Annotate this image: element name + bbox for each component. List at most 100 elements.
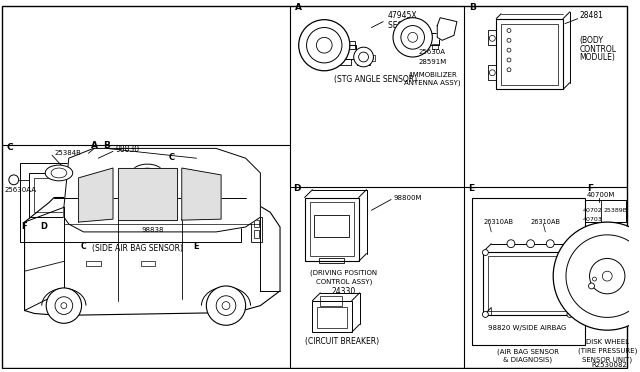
Text: F: F: [588, 184, 594, 193]
Text: 98830: 98830: [116, 145, 140, 154]
Circle shape: [9, 175, 19, 185]
Text: 25389B: 25389B: [603, 208, 627, 213]
Circle shape: [354, 47, 373, 67]
Text: DISK WHEEL: DISK WHEEL: [586, 339, 628, 345]
Bar: [356, 55, 371, 65]
Polygon shape: [437, 18, 457, 40]
Circle shape: [507, 29, 511, 32]
Text: C: C: [81, 242, 86, 251]
Bar: [314, 215, 349, 237]
Text: E: E: [194, 242, 199, 251]
Bar: [305, 198, 358, 262]
Circle shape: [299, 20, 350, 71]
Ellipse shape: [132, 164, 163, 182]
Circle shape: [593, 277, 596, 281]
Bar: [488, 65, 496, 80]
Circle shape: [401, 26, 424, 49]
Circle shape: [490, 70, 495, 76]
Text: (TIRE PRESSURE): (TIRE PRESSURE): [577, 347, 637, 354]
Circle shape: [408, 32, 417, 42]
Bar: [334, 45, 356, 59]
Bar: [319, 259, 344, 263]
Bar: [347, 41, 355, 49]
Bar: [108, 170, 187, 224]
Ellipse shape: [45, 165, 73, 181]
Text: (SIDE AIR BAG SENSOR): (SIDE AIR BAG SENSOR): [92, 244, 183, 253]
Text: B: B: [468, 3, 476, 12]
Bar: [584, 201, 626, 222]
Text: MODULE): MODULE): [580, 54, 616, 62]
Ellipse shape: [51, 168, 67, 178]
Text: & DIAGNOSIS): & DIAGNOSIS): [503, 356, 552, 363]
Circle shape: [567, 311, 573, 317]
Bar: [86, 262, 101, 266]
Circle shape: [507, 68, 511, 72]
Polygon shape: [118, 168, 177, 220]
Circle shape: [507, 38, 511, 42]
Text: SENSOR UNIT): SENSOR UNIT): [582, 356, 632, 363]
Text: 98820 W/SIDE AIRBAG: 98820 W/SIDE AIRBAG: [488, 325, 567, 331]
Circle shape: [553, 222, 640, 330]
Text: 26310AB: 26310AB: [483, 219, 513, 225]
Polygon shape: [64, 148, 260, 232]
Text: 98838: 98838: [141, 227, 164, 233]
Text: (IMMOBILIZER: (IMMOBILIZER: [408, 71, 457, 78]
Bar: [339, 59, 351, 65]
Bar: [113, 175, 182, 219]
Bar: [488, 256, 567, 311]
Bar: [310, 202, 354, 256]
Text: 98800M: 98800M: [393, 195, 422, 201]
Bar: [367, 55, 375, 61]
Bar: [35, 178, 83, 212]
Polygon shape: [182, 168, 221, 220]
Circle shape: [602, 271, 612, 281]
Circle shape: [46, 288, 81, 323]
Text: 25630AA: 25630AA: [5, 187, 37, 193]
Bar: [424, 33, 439, 45]
Text: 24330: 24330: [332, 287, 356, 296]
Text: 40702: 40702: [582, 208, 602, 213]
Polygon shape: [79, 168, 113, 222]
Bar: [20, 163, 241, 242]
Circle shape: [316, 37, 332, 53]
Text: 26310AB: 26310AB: [531, 219, 561, 225]
Circle shape: [483, 311, 488, 317]
Circle shape: [307, 28, 342, 63]
Text: 28591M: 28591M: [418, 59, 447, 65]
Circle shape: [216, 296, 236, 315]
Bar: [587, 275, 596, 281]
Bar: [496, 19, 563, 89]
Bar: [317, 307, 347, 328]
Text: E: E: [468, 184, 474, 193]
Circle shape: [393, 18, 433, 57]
Circle shape: [589, 259, 625, 294]
Text: D: D: [293, 184, 300, 193]
Circle shape: [547, 240, 554, 248]
Text: (CIRCUIT BREAKER): (CIRCUIT BREAKER): [305, 337, 379, 346]
Circle shape: [567, 250, 573, 256]
Bar: [312, 301, 352, 332]
Text: F: F: [20, 222, 26, 231]
Circle shape: [566, 235, 640, 317]
Polygon shape: [24, 198, 280, 315]
Bar: [501, 23, 558, 84]
Text: 47945X: 47945X: [388, 11, 418, 20]
Bar: [369, 56, 373, 59]
Text: A: A: [295, 3, 302, 12]
Bar: [584, 273, 598, 283]
Circle shape: [507, 48, 511, 52]
Text: C: C: [169, 153, 175, 162]
Bar: [488, 31, 496, 45]
Text: (DRIVING POSITION: (DRIVING POSITION: [310, 270, 378, 276]
Bar: [321, 296, 342, 306]
Circle shape: [358, 52, 369, 62]
Circle shape: [55, 297, 73, 314]
Bar: [250, 217, 262, 242]
Text: 40703: 40703: [582, 217, 602, 222]
Text: (BODY: (BODY: [580, 36, 604, 45]
Text: SEC. 251: SEC. 251: [388, 21, 422, 30]
Text: 28481: 28481: [580, 11, 604, 20]
Circle shape: [507, 240, 515, 248]
Text: 25630A: 25630A: [419, 49, 446, 55]
Bar: [253, 230, 259, 238]
